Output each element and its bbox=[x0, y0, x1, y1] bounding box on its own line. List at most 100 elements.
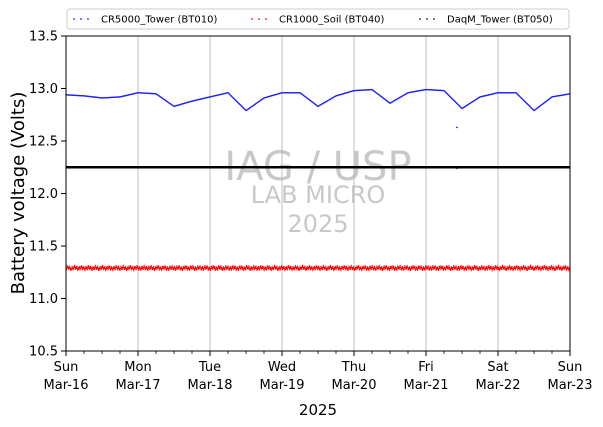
data-point bbox=[246, 266, 248, 270]
data-point bbox=[70, 267, 71, 271]
data-point bbox=[378, 264, 380, 269]
data-point bbox=[317, 267, 319, 271]
data-point bbox=[418, 265, 420, 269]
data-point bbox=[313, 266, 315, 270]
data-point bbox=[311, 266, 313, 270]
data-point bbox=[298, 267, 299, 271]
data-point bbox=[373, 267, 375, 271]
data-point bbox=[178, 265, 180, 269]
data-point bbox=[516, 265, 518, 269]
data-point bbox=[86, 267, 88, 271]
data-point bbox=[290, 265, 291, 269]
data-point bbox=[341, 266, 343, 270]
x-tick-label: Fri Mar-21 bbox=[404, 360, 449, 393]
data-point bbox=[448, 265, 450, 269]
data-point bbox=[302, 266, 304, 270]
data-point bbox=[467, 265, 469, 269]
data-point bbox=[174, 265, 175, 270]
data-point bbox=[125, 265, 127, 270]
data-point bbox=[270, 267, 272, 272]
data-point bbox=[230, 266, 231, 270]
data-point bbox=[449, 266, 451, 271]
data-point bbox=[213, 265, 215, 269]
data-point bbox=[310, 266, 312, 270]
data-point bbox=[146, 265, 147, 270]
series-cr1000 bbox=[66, 264, 571, 272]
data-point bbox=[522, 267, 523, 271]
data-point bbox=[278, 265, 280, 270]
data-point bbox=[232, 265, 234, 269]
data-point bbox=[132, 266, 134, 270]
data-point bbox=[218, 266, 220, 270]
data-point bbox=[521, 266, 523, 270]
data-point bbox=[339, 266, 341, 270]
data-point bbox=[177, 266, 179, 271]
data-point bbox=[291, 268, 293, 272]
data-point bbox=[145, 267, 147, 271]
data-point bbox=[206, 265, 208, 269]
data-point bbox=[534, 265, 536, 269]
data-point bbox=[224, 266, 226, 271]
data-point bbox=[81, 265, 83, 269]
data-point bbox=[489, 267, 491, 271]
data-point bbox=[289, 267, 291, 271]
data-point bbox=[523, 265, 525, 270]
data-point bbox=[482, 266, 484, 270]
x-tick-label: Sun Mar-16 bbox=[44, 360, 89, 393]
data-point bbox=[525, 265, 527, 269]
data-point bbox=[470, 268, 472, 272]
data-point bbox=[395, 267, 397, 271]
data-point bbox=[274, 266, 276, 270]
data-point bbox=[386, 265, 387, 269]
data-point bbox=[312, 268, 314, 272]
data-point bbox=[264, 266, 266, 270]
data-point bbox=[358, 267, 360, 271]
data-point bbox=[562, 266, 563, 271]
data-point bbox=[457, 267, 459, 271]
data-point bbox=[526, 267, 527, 271]
data-point bbox=[229, 267, 231, 271]
data-point bbox=[444, 266, 446, 270]
data-point bbox=[198, 266, 199, 270]
data-point bbox=[343, 264, 345, 269]
data-point bbox=[95, 266, 97, 270]
data-point bbox=[474, 264, 475, 269]
data-point bbox=[347, 267, 349, 271]
data-point bbox=[270, 266, 271, 271]
data-point bbox=[84, 268, 86, 272]
data-point bbox=[534, 267, 535, 271]
data-point bbox=[381, 266, 383, 270]
data-point bbox=[496, 267, 498, 271]
watermark-line-2: LAB MICRO bbox=[251, 181, 386, 209]
data-point bbox=[532, 265, 534, 269]
data-point bbox=[401, 267, 403, 271]
data-point bbox=[372, 266, 374, 270]
data-point bbox=[566, 266, 568, 270]
data-point bbox=[103, 266, 105, 270]
y-tick-label: 10.5 bbox=[29, 345, 58, 360]
y-tick-label: 13.5 bbox=[29, 30, 58, 45]
x-axis: Sun Mar-16 Mon Mar-17 Tue Mar-18 Wed Mar-19 Thu M… bbox=[44, 351, 592, 393]
data-point bbox=[263, 268, 265, 272]
data-point bbox=[410, 267, 411, 272]
data-point bbox=[458, 265, 459, 270]
data-point bbox=[162, 265, 163, 270]
data-point bbox=[524, 267, 526, 271]
data-point bbox=[450, 267, 451, 271]
data-point bbox=[338, 267, 339, 271]
data-point bbox=[354, 267, 356, 271]
data-point bbox=[288, 265, 290, 269]
data-point bbox=[208, 266, 210, 270]
data-point bbox=[218, 265, 219, 269]
data-point bbox=[165, 266, 167, 270]
data-point bbox=[526, 267, 528, 271]
data-point bbox=[326, 267, 327, 271]
data-point bbox=[482, 266, 483, 270]
data-point bbox=[101, 266, 103, 270]
data-point bbox=[83, 266, 85, 270]
data-point bbox=[119, 267, 121, 271]
data-point bbox=[149, 266, 151, 270]
data-point bbox=[242, 266, 243, 270]
data-point bbox=[320, 265, 322, 269]
data-point bbox=[79, 267, 81, 271]
